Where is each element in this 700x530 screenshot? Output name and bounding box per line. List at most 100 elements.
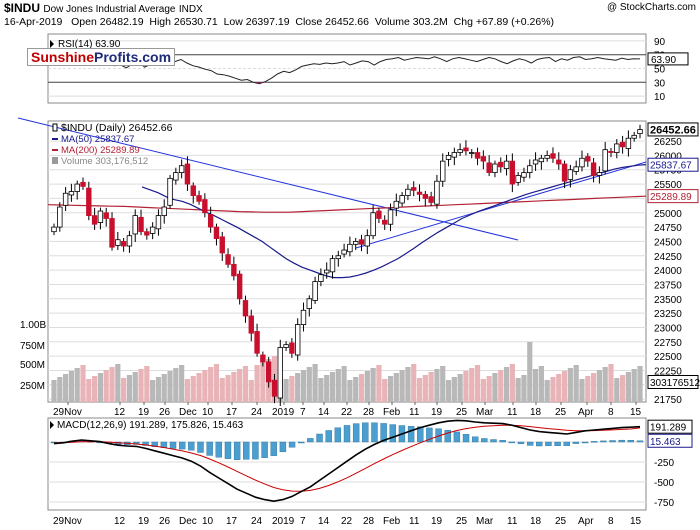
macd-value-tag-text: 191.289 [650, 423, 687, 434]
volume-bar [428, 372, 434, 402]
macd-histogram-bar [224, 441, 232, 459]
open-value: 26482.19 [99, 16, 144, 28]
macd-histogram-bar [407, 426, 415, 443]
candle-body [149, 226, 156, 234]
candle-body [614, 143, 620, 153]
macd-histogram-bar [453, 431, 461, 443]
candle-body [353, 241, 359, 245]
candle-body [335, 255, 341, 260]
volume-bar [469, 368, 475, 402]
bottom-x-axis-label: Mar [476, 516, 494, 527]
price-tick-label: 24000 [654, 266, 682, 277]
candle-body [637, 129, 643, 135]
volume-bar [86, 379, 92, 402]
volume-bar [445, 380, 452, 402]
candle-body [289, 342, 295, 354]
volume-bar [237, 369, 243, 402]
candle-body [486, 162, 492, 174]
volume-bar [190, 376, 196, 402]
candle-body [480, 156, 487, 162]
macd-histogram-bar [206, 441, 213, 456]
macd-line [53, 419, 641, 503]
bottom-x-axis-label: 25 [456, 516, 468, 527]
candle-body [265, 361, 272, 383]
volume-bar [521, 375, 527, 402]
volume-bar [579, 379, 585, 402]
macd-tick-label: -750 [654, 498, 674, 509]
candle-body [225, 254, 231, 265]
macd-histogram-bar [298, 441, 305, 444]
volume-bar [126, 375, 133, 402]
price-tick-label: 26000 [654, 151, 682, 162]
x-axis-label: 26 [159, 407, 171, 418]
volume-bar [411, 364, 417, 402]
high-value: 26530.71 [173, 16, 218, 28]
volume-bar [590, 373, 597, 402]
trendline-up [355, 161, 647, 249]
volume-bar [596, 370, 602, 402]
candle-body [62, 192, 69, 206]
x-axis-label: 28 [363, 407, 375, 418]
macd-label: MACD(12,26,9) 191.289, 175.826, 15.463 [57, 420, 244, 431]
volume-bar [132, 372, 138, 402]
bottom-x-axis-label: 11 [409, 516, 420, 527]
macd-histogram-bar [352, 423, 360, 443]
volume-tick-label: 750M [20, 341, 45, 352]
bottom-x-axis-label: 26 [159, 516, 171, 527]
macd-histogram-bar [261, 441, 268, 458]
candle-body [585, 156, 591, 162]
volume-bar [283, 379, 289, 402]
price-legend-entry: MA(50) 25837.67 [61, 134, 134, 145]
volume-bar [97, 373, 104, 402]
volume-bar [225, 375, 231, 402]
candle-body [619, 141, 626, 148]
candle-body [242, 300, 249, 317]
macd-histogram-bar [243, 441, 250, 460]
macd-histogram-bar [279, 441, 287, 453]
candle-body [51, 226, 57, 233]
candle-body [474, 152, 481, 159]
price-tick-label: 24500 [654, 237, 682, 248]
close-label: Close [295, 16, 323, 28]
volume-label: Volume [374, 16, 410, 28]
exchange: INDX [178, 4, 203, 15]
macd-histogram-bar [316, 433, 323, 443]
candle-body [120, 241, 127, 247]
volume-bar [121, 378, 127, 402]
candle-body [527, 165, 533, 174]
volume-bar [74, 368, 80, 402]
volume-tick-label: 1.00B [20, 320, 46, 331]
candle-body [115, 239, 121, 246]
bottom-x-axis-label: 28 [363, 516, 375, 527]
candle-body [457, 149, 463, 153]
brand-logo: SunshineProfits.com [27, 48, 176, 66]
volume-bar [463, 371, 469, 402]
candle-body [364, 235, 371, 247]
candle-body [260, 354, 266, 363]
candle-body [277, 347, 283, 399]
candle-body [445, 155, 452, 160]
x-axis-label: 10 [202, 407, 214, 418]
candle-body [68, 191, 75, 196]
x-axis-label: 11 [409, 407, 420, 418]
volume-bar [527, 342, 533, 402]
rsi-tick-label: 30 [654, 78, 666, 89]
candle-body [213, 226, 220, 239]
x-axis-label: 19 [138, 407, 150, 418]
candle-body [399, 195, 405, 204]
chart-title: $INDU Dow Jones Industrial Average INDX [4, 1, 203, 15]
x-axis-label: 17 [226, 407, 238, 418]
macd-histogram-bar [252, 441, 259, 460]
rsi-tick-label: 10 [654, 92, 666, 103]
candle-body [271, 379, 278, 397]
volume-bar [480, 379, 486, 402]
macd-histogram-bar [426, 427, 433, 443]
candle-body [567, 169, 574, 180]
macd-histogram-bar [471, 436, 479, 443]
volume-bar [161, 374, 167, 402]
candle-body [596, 172, 603, 176]
candle-body [109, 218, 115, 248]
candle-body [469, 152, 475, 154]
bottom-x-axis-label: 2019 [272, 516, 295, 527]
